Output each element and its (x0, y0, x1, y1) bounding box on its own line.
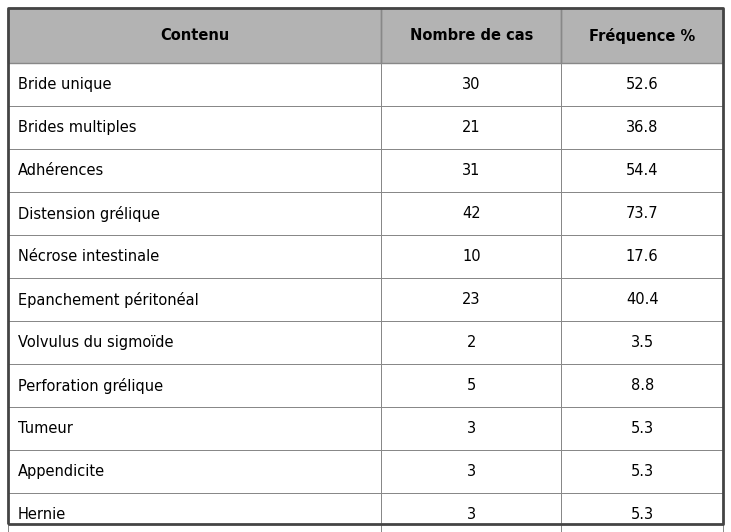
Text: Nécrose intestinale: Nécrose intestinale (18, 249, 159, 264)
Text: Volvulus du sigmoïde: Volvulus du sigmoïde (18, 335, 173, 350)
Bar (8, 63, 382, 106)
Text: 31: 31 (462, 163, 480, 178)
Bar (8, 450, 382, 493)
Bar (561, 450, 723, 493)
Text: 54.4: 54.4 (626, 163, 659, 178)
Bar (382, 106, 561, 149)
Bar (382, 235, 561, 278)
Bar (382, 364, 561, 407)
Text: Perforation grélique: Perforation grélique (18, 378, 163, 394)
Text: Appendicite: Appendicite (18, 464, 105, 479)
Bar (561, 63, 723, 106)
Bar (561, 149, 723, 192)
Text: 52.6: 52.6 (626, 77, 659, 92)
Bar (561, 235, 723, 278)
Bar (8, 364, 382, 407)
Text: 42: 42 (462, 206, 481, 221)
Text: Fréquence %: Fréquence % (589, 28, 695, 44)
Bar (8, 407, 382, 450)
Text: Adhérences: Adhérences (18, 163, 105, 178)
Bar (382, 450, 561, 493)
Bar (561, 321, 723, 364)
Text: 3: 3 (467, 507, 476, 522)
Text: 17.6: 17.6 (626, 249, 659, 264)
Bar (561, 278, 723, 321)
Bar (8, 8, 382, 63)
Text: 5.3: 5.3 (631, 421, 654, 436)
Text: 21: 21 (462, 120, 481, 135)
Bar (382, 321, 561, 364)
Text: 3.5: 3.5 (631, 335, 654, 350)
Text: 5: 5 (466, 378, 476, 393)
Bar (8, 235, 382, 278)
Bar (8, 149, 382, 192)
Text: 36.8: 36.8 (626, 120, 659, 135)
Bar (382, 493, 561, 532)
Bar (561, 8, 723, 63)
Text: Nombre de cas: Nombre de cas (409, 28, 533, 43)
Bar (8, 493, 382, 532)
Text: 8.8: 8.8 (631, 378, 654, 393)
Text: 5.3: 5.3 (631, 464, 654, 479)
Text: 73.7: 73.7 (626, 206, 659, 221)
Bar (561, 192, 723, 235)
Bar (561, 493, 723, 532)
Bar (382, 192, 561, 235)
Bar (8, 278, 382, 321)
Bar (561, 407, 723, 450)
Bar (8, 106, 382, 149)
Text: 30: 30 (462, 77, 480, 92)
Text: Tumeur: Tumeur (18, 421, 73, 436)
Text: 23: 23 (462, 292, 480, 307)
Bar (382, 407, 561, 450)
Text: 10: 10 (462, 249, 481, 264)
Bar (382, 63, 561, 106)
Bar (382, 278, 561, 321)
Bar (382, 149, 561, 192)
Text: 40.4: 40.4 (626, 292, 659, 307)
Bar (382, 8, 561, 63)
Text: 2: 2 (466, 335, 476, 350)
Text: Hernie: Hernie (18, 507, 67, 522)
Bar (8, 192, 382, 235)
Text: Distension grélique: Distension grélique (18, 205, 160, 221)
Text: 3: 3 (467, 421, 476, 436)
Text: Epanchement péritonéal: Epanchement péritonéal (18, 292, 199, 307)
Text: Bride unique: Bride unique (18, 77, 112, 92)
Text: Brides multiples: Brides multiples (18, 120, 137, 135)
Bar (561, 106, 723, 149)
Text: 3: 3 (467, 464, 476, 479)
Text: 5.3: 5.3 (631, 507, 654, 522)
Bar (561, 364, 723, 407)
Bar (8, 321, 382, 364)
Text: Contenu: Contenu (160, 28, 230, 43)
